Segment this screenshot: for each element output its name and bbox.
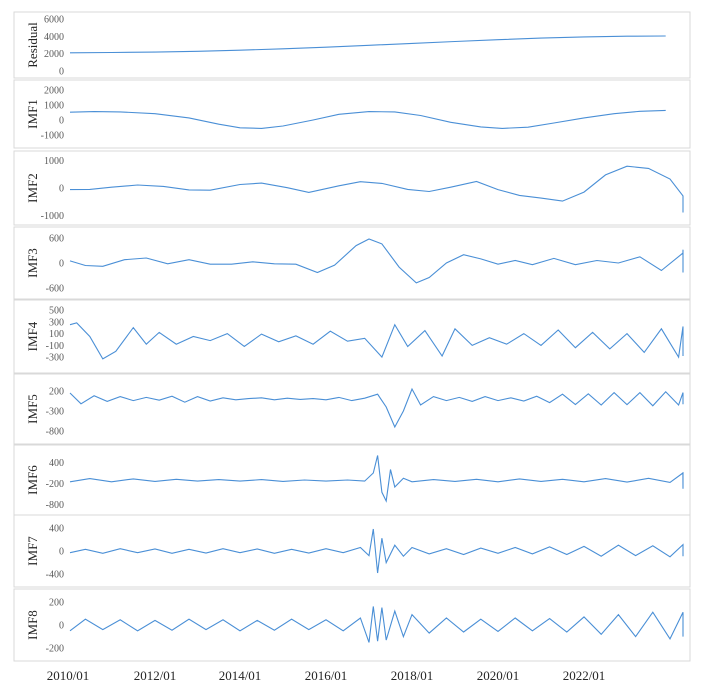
y-tick-label: 2000: [44, 86, 64, 97]
panel-frame: [13, 11, 691, 79]
y-tick-label: 100: [49, 329, 64, 340]
y-tick-label: 300: [49, 317, 64, 328]
x-tick-label: 2020/01: [477, 668, 520, 683]
y-tick-label: 600: [49, 234, 64, 245]
y-axis-label: IMF3: [25, 248, 40, 278]
series-line-imf4: [69, 322, 684, 360]
series-line-imf1: [69, 109, 666, 129]
y-axis-label: IMF6: [25, 465, 40, 495]
x-tick-label: 2022/01: [563, 668, 606, 683]
panel-imf5: 200 -300 -800 IMF5: [13, 373, 691, 445]
series-line-imf8: [69, 606, 684, 643]
series-line-imf6: [69, 455, 684, 503]
series-line-residual: [69, 35, 666, 54]
x-tick-label: 2012/01: [134, 668, 177, 683]
y-axis-label: Residual: [25, 22, 40, 68]
y-tick-label: 500: [49, 305, 64, 316]
panel-frame: [13, 79, 691, 149]
panel-imf8: 200 0 -200 IMF8: [13, 588, 691, 662]
y-tick-label: 0: [59, 621, 64, 632]
y-tick-label: 1000: [44, 156, 64, 167]
y-tick-label: 4000: [44, 32, 64, 43]
y-axis-label: IMF4: [25, 321, 40, 351]
panel-frame: [13, 373, 691, 445]
y-tick-label: -800: [46, 427, 64, 438]
y-tick-label: 400: [49, 458, 64, 469]
series-line-imf3: [69, 238, 684, 284]
y-tick-label: -300: [46, 407, 64, 418]
x-tick-label: 2018/01: [391, 668, 434, 683]
y-axis-label: IMF5: [25, 394, 40, 424]
y-tick-label: -800: [46, 500, 64, 511]
y-axis-label: IMF1: [25, 99, 40, 129]
y-tick-label: 1000: [44, 101, 64, 112]
panel-imf7: 400 0 -400 IMF7: [13, 514, 691, 588]
y-tick-label: -100: [46, 341, 64, 352]
y-tick-label: 200: [49, 597, 64, 608]
x-tick-label: 2010/01: [47, 668, 90, 683]
y-tick-label: -600: [46, 283, 64, 294]
y-tick-label: -200: [46, 479, 64, 490]
panel-frame: [13, 150, 691, 226]
series-line-imf7: [69, 528, 684, 574]
y-axis-label: IMF8: [25, 610, 40, 640]
panel-frame: [13, 588, 691, 662]
y-tick-label: 0: [59, 67, 64, 78]
panel-imf6: 400 -200 -800 IMF6: [13, 444, 691, 516]
panel-frame: [13, 514, 691, 588]
y-tick-label: 0: [59, 259, 64, 270]
y-tick-label: -1000: [41, 211, 64, 222]
x-tick-label: 2014/01: [219, 668, 262, 683]
panel-frame: [13, 226, 691, 300]
y-tick-label: 0: [59, 184, 64, 195]
panel-residual: 6000 4000 2000 0 Residual: [13, 11, 691, 79]
y-axis-label: IMF2: [25, 173, 40, 203]
y-tick-label: 0: [59, 116, 64, 127]
panel-imf3: 600 0 -600 IMF3: [13, 226, 691, 300]
y-tick-label: -200: [46, 644, 64, 655]
y-axis-label: IMF7: [25, 536, 40, 566]
y-tick-label: -400: [46, 570, 64, 581]
y-tick-label: 6000: [44, 15, 64, 26]
y-tick-label: -1000: [41, 131, 64, 142]
panel-group: 6000400020000Residual200010000-1000IMF11…: [13, 11, 691, 662]
x-axis: 2010/01 2012/01 2014/01 2016/01 2018/01 2020/…: [47, 668, 606, 683]
series-line-imf2: [69, 165, 684, 213]
y-tick-label: -300: [46, 353, 64, 364]
y-tick-label: 400: [49, 523, 64, 534]
y-tick-label: 0: [59, 547, 64, 558]
series-line-imf5: [69, 387, 684, 429]
y-tick-label: 2000: [44, 49, 64, 60]
x-tick-label: 2016/01: [305, 668, 348, 683]
y-tick-label: 200: [49, 387, 64, 398]
